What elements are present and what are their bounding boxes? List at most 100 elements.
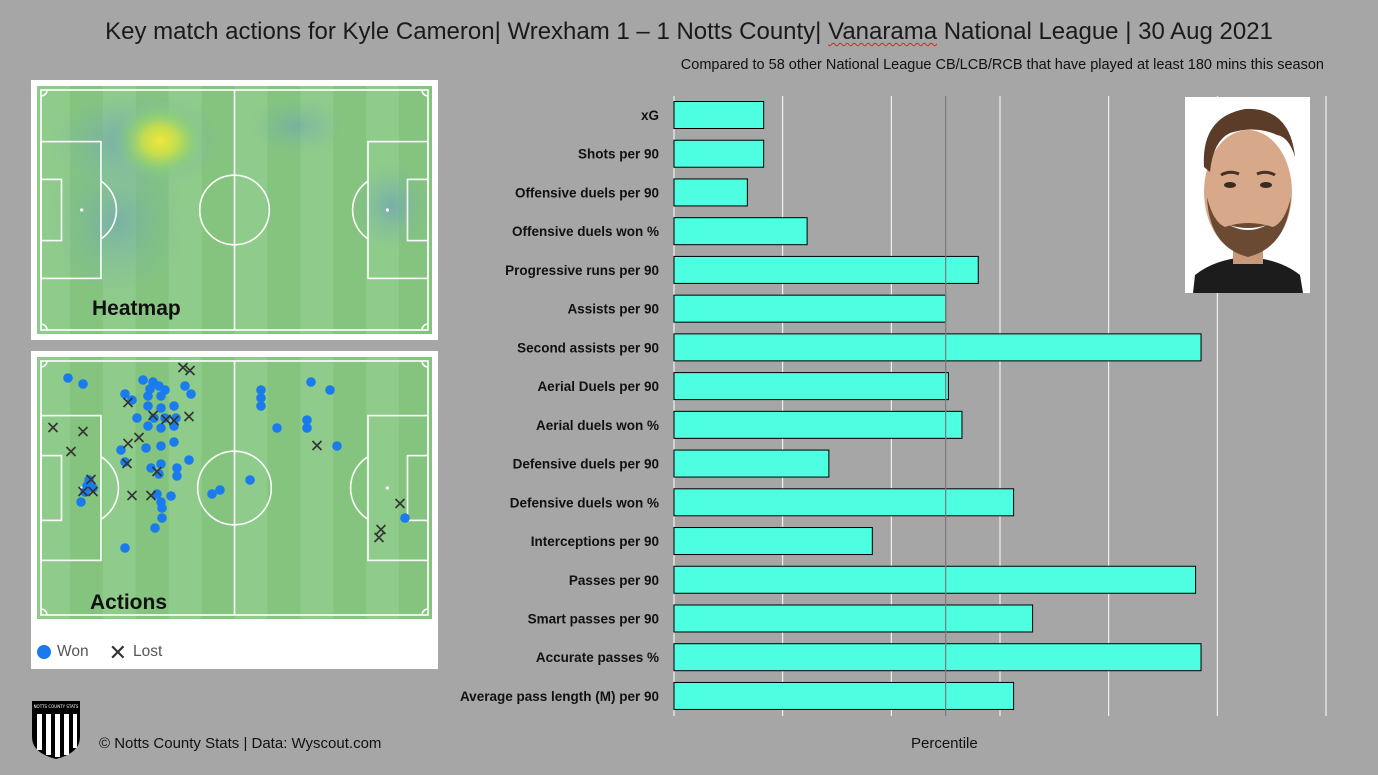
lost-action-marker bbox=[375, 524, 387, 535]
won-action-marker bbox=[325, 385, 335, 395]
category-label: Passes per 90 bbox=[569, 573, 659, 588]
percentile-bar bbox=[673, 449, 830, 478]
won-action-marker bbox=[256, 385, 266, 395]
logo-text: NOTTS COUNTY STATS bbox=[34, 704, 79, 709]
category-label: Average pass length (M) per 90 bbox=[460, 689, 659, 704]
percentile-bar bbox=[673, 681, 1015, 710]
percentile-bar bbox=[673, 604, 1034, 633]
lost-action-marker bbox=[183, 411, 195, 422]
percentile-bar-chart: xG Shots per 90 Offensive duels per 90 Offe… bbox=[460, 96, 1327, 716]
won-action-marker bbox=[149, 413, 159, 423]
won-action-marker bbox=[186, 389, 196, 399]
won-action-marker bbox=[172, 463, 182, 473]
lost-action-marker bbox=[126, 490, 138, 501]
lost-action-marker bbox=[394, 498, 406, 509]
category-label: Second assists per 90 bbox=[517, 340, 659, 355]
won-action-marker bbox=[157, 513, 167, 523]
won-action-marker bbox=[143, 401, 153, 411]
won-action-marker bbox=[78, 379, 88, 389]
won-action-marker bbox=[138, 375, 148, 385]
percentile-bar bbox=[673, 217, 808, 246]
percentile-bar bbox=[673, 527, 873, 556]
won-action-marker bbox=[146, 463, 156, 473]
won-action-marker bbox=[215, 485, 225, 495]
percentile-bar bbox=[673, 294, 947, 323]
percentile-bar bbox=[673, 139, 765, 168]
category-label: Progressive runs per 90 bbox=[505, 263, 659, 278]
won-action-marker bbox=[156, 423, 166, 433]
lost-action-marker bbox=[133, 432, 145, 443]
title-part: National League | 30 Aug 2021 bbox=[937, 18, 1273, 45]
pitch-stripe bbox=[135, 357, 170, 619]
category-label: Aerial duels won % bbox=[536, 418, 659, 433]
won-action-marker bbox=[207, 489, 217, 499]
chart-subtitle: Compared to 58 other National League CB/… bbox=[680, 57, 1324, 73]
percentile-bar bbox=[673, 643, 1202, 672]
heat-hotspot bbox=[112, 101, 208, 181]
won-action-marker bbox=[169, 437, 179, 447]
category-label: Interceptions per 90 bbox=[531, 534, 659, 549]
percentile-bar bbox=[673, 255, 979, 284]
category-label: Smart passes per 90 bbox=[528, 611, 659, 626]
heat-zone bbox=[247, 96, 347, 156]
category-label: Defensive duels per 90 bbox=[513, 457, 659, 472]
won-action-marker bbox=[156, 391, 166, 401]
lost-action-marker bbox=[373, 532, 385, 543]
won-action-marker bbox=[156, 403, 166, 413]
pitch-stripe bbox=[399, 357, 432, 619]
lost-legend-marker: ✕ bbox=[108, 639, 128, 665]
title-part-underlined: Vanarama bbox=[828, 18, 938, 45]
won-action-marker bbox=[120, 389, 130, 399]
x-axis-label: Percentile bbox=[911, 735, 978, 752]
heatmap-pitch bbox=[37, 86, 432, 334]
won-action-marker bbox=[120, 543, 130, 553]
won-action-marker bbox=[143, 421, 153, 431]
won-action-marker bbox=[245, 475, 255, 485]
won-action-marker bbox=[169, 401, 179, 411]
won-action-marker bbox=[400, 513, 410, 523]
actions-legend: Won ✕ Lost bbox=[37, 639, 162, 665]
lost-action-marker bbox=[77, 486, 89, 497]
lost-action-marker bbox=[168, 415, 180, 426]
category-label: Assists per 90 bbox=[567, 302, 659, 317]
title-part: Key match actions for Kyle Cameron| Wrex… bbox=[105, 18, 829, 45]
percentile-bar bbox=[673, 410, 963, 439]
won-action-marker bbox=[184, 455, 194, 465]
lost-action-marker bbox=[311, 440, 323, 451]
player-photo bbox=[1185, 97, 1310, 293]
won-action-marker bbox=[256, 393, 266, 403]
lost-action-marker bbox=[65, 446, 77, 457]
lost-action-marker bbox=[122, 397, 134, 408]
percentile-bar bbox=[673, 565, 1197, 594]
footer-credit: © Notts County Stats | Data: Wyscout.com bbox=[99, 735, 382, 752]
pitch-lines bbox=[40, 89, 429, 331]
won-action-marker bbox=[332, 441, 342, 451]
won-action-marker bbox=[172, 471, 182, 481]
category-label: Defensive duels won % bbox=[510, 495, 659, 510]
won-action-marker bbox=[132, 413, 142, 423]
pitch-stripe bbox=[366, 357, 400, 619]
category-label: Aerial Duels per 90 bbox=[537, 379, 659, 394]
lost-action-marker bbox=[85, 474, 97, 485]
won-action-marker bbox=[302, 415, 312, 425]
won-action-marker bbox=[143, 391, 153, 401]
lost-action-marker bbox=[147, 410, 159, 421]
won-action-marker bbox=[156, 441, 166, 451]
heat-zone bbox=[47, 141, 187, 301]
category-label: Shots per 90 bbox=[578, 147, 659, 162]
category-label: Offensive duels per 90 bbox=[515, 185, 659, 200]
percentile-bar bbox=[673, 372, 949, 401]
pitch-stripe bbox=[267, 357, 301, 619]
heatmap-panel: Heatmap bbox=[31, 80, 438, 340]
notts-county-stats-logo: NOTTS COUNTY STATS bbox=[32, 701, 80, 759]
won-action-marker bbox=[180, 381, 190, 391]
category-label: Accurate passes % bbox=[536, 650, 659, 665]
lost-action-marker bbox=[184, 365, 196, 376]
actions-pitch bbox=[37, 357, 432, 619]
won-action-marker bbox=[256, 401, 266, 411]
lost-action-marker bbox=[87, 486, 99, 497]
won-action-marker bbox=[157, 503, 167, 513]
won-action-marker bbox=[166, 491, 176, 501]
won-action-marker bbox=[127, 395, 137, 405]
lost-action-marker bbox=[177, 362, 189, 373]
